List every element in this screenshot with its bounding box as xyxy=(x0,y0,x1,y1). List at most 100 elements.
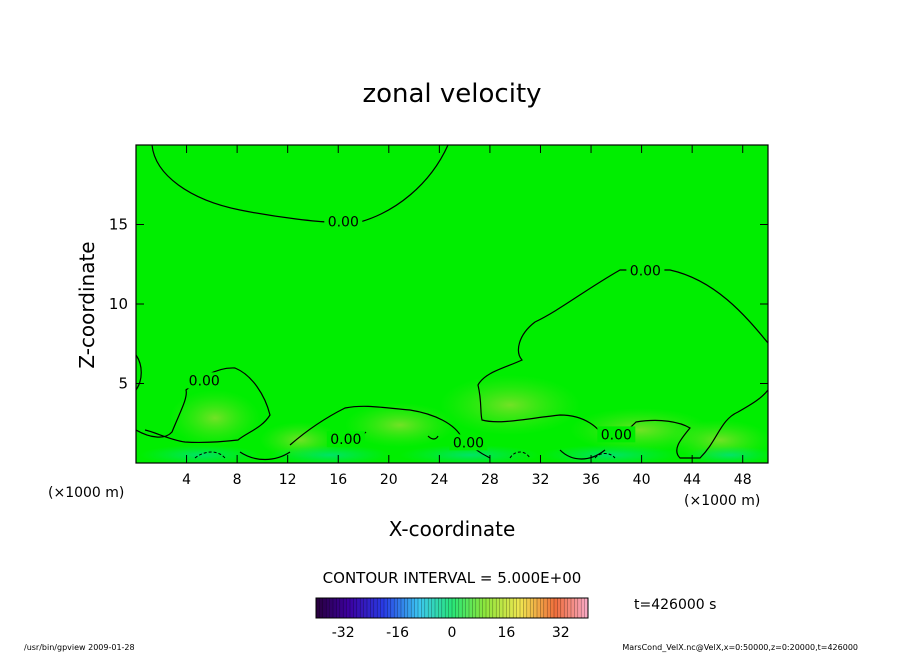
colorbar-tick-label: -16 xyxy=(386,625,409,641)
colorbar-cell xyxy=(581,598,585,618)
colorbar-cell xyxy=(448,598,453,618)
colorbar-cell xyxy=(533,598,538,618)
colorbar-cell xyxy=(333,598,337,618)
colorbar-cell xyxy=(486,598,490,618)
y-axis-label: Z-coordinate xyxy=(75,241,99,368)
x-tick-label: 28 xyxy=(481,472,499,488)
colorbar-cell xyxy=(350,598,354,618)
contour-labels: 0.00 0.00 0.00 0.00 0.00 0.00 xyxy=(185,213,665,451)
colorbar-cell xyxy=(394,598,398,618)
colorbar-cell xyxy=(503,598,507,618)
chart-title: zonal velocity xyxy=(362,79,541,109)
y-tick-label: 15 xyxy=(109,216,128,234)
colorbar-cell xyxy=(482,598,487,618)
colorbar-cell xyxy=(411,598,415,618)
colorbar-cell xyxy=(322,598,327,618)
colorbar-cell xyxy=(438,598,443,618)
contour-line-small-2 xyxy=(239,451,291,461)
colorbar-cell xyxy=(387,598,392,618)
contour-label: 0.00 xyxy=(453,435,484,451)
colorbar-cell xyxy=(516,598,521,618)
colorbar-cell xyxy=(421,598,426,618)
colorbar-cell xyxy=(373,598,378,618)
plot-area: 0.000.000.000.00 0.00 0.00 4 8 12 16 20 24 28 32 3… xyxy=(109,144,769,488)
contour-label-bg xyxy=(185,372,224,389)
colorbar-ticks: -32 -16 0 16 32 xyxy=(332,625,570,641)
colorbar-cell xyxy=(428,598,432,618)
contour-label-bg xyxy=(324,213,363,230)
colorbar-cell xyxy=(469,598,473,618)
colorbar-cell xyxy=(479,598,483,618)
contour-line-small-3 xyxy=(559,449,606,460)
colorbar-cell xyxy=(584,598,589,618)
colorbar-cell xyxy=(472,598,477,618)
contour-label-bg xyxy=(597,426,636,443)
colorbar-cell xyxy=(547,598,551,618)
time-label: t=426000 s xyxy=(634,597,716,613)
colorbar-cell xyxy=(380,598,385,618)
colorbar-cell xyxy=(567,598,572,618)
colorbar-cell xyxy=(577,598,582,618)
contour-line-top xyxy=(151,145,449,223)
contour-label: 0.00 xyxy=(189,373,220,389)
colorbar-cell xyxy=(506,598,511,618)
colorbar-tick-label: 32 xyxy=(552,625,570,641)
y-tick-label: 5 xyxy=(118,375,128,393)
colorbar-cell xyxy=(367,598,371,618)
colorbar-cell xyxy=(523,598,528,618)
contour-label: 0.00 xyxy=(328,214,359,230)
colorbar-cell xyxy=(390,598,395,618)
x-axis-label: X-coordinate xyxy=(389,517,516,541)
footer-right: MarsCond_VelX.nc@VelX,x=0:50000,z=0:2000… xyxy=(622,643,858,652)
colorbar-cell xyxy=(509,598,514,618)
colorbar-cell xyxy=(445,598,449,618)
colorbar-cell xyxy=(363,598,368,618)
contour-line-lowleft xyxy=(136,367,271,443)
colorbar-cell xyxy=(550,598,555,618)
colorbar-cell xyxy=(465,598,470,618)
colorbar-cell xyxy=(530,598,534,618)
x-tick-label: 32 xyxy=(532,472,550,488)
contour-label-bg xyxy=(326,431,365,448)
colorbar-cell xyxy=(326,598,330,618)
colorbar-cell xyxy=(520,598,524,618)
contour-label: 0.00 xyxy=(330,432,361,448)
colorbar-cell xyxy=(475,598,480,618)
colorbar-frame xyxy=(315,597,589,619)
colorbar: -32 -16 0 16 32 xyxy=(315,597,589,641)
colorbar-cell xyxy=(489,598,494,618)
colorbar-cell xyxy=(319,598,324,618)
x-tick-label: 16 xyxy=(329,472,347,488)
colorbar-cell xyxy=(560,598,565,618)
colorbar-cell xyxy=(574,598,579,618)
x-tick-label: 4 xyxy=(182,472,191,488)
colorbar-cell xyxy=(377,598,381,618)
colorbar-cell xyxy=(462,598,466,618)
colorbar-cell xyxy=(356,598,361,618)
colorbar-cell xyxy=(571,598,575,618)
colorbar-cell xyxy=(564,598,568,618)
colorbar-cell xyxy=(557,598,562,618)
colorbar-cell xyxy=(316,598,320,618)
colorbar-cell xyxy=(343,598,347,618)
colorbar-cell xyxy=(441,598,446,618)
contour-label: 0.00 xyxy=(601,427,632,443)
contour-label-bg xyxy=(449,434,488,451)
colorbar-cell xyxy=(554,598,558,618)
x-unit-left: (×1000 m) xyxy=(48,485,124,501)
colorbar-cell xyxy=(452,598,456,618)
x-tick-label: 24 xyxy=(430,472,448,488)
colorbar-cell xyxy=(329,598,334,618)
colorbar-cell xyxy=(336,598,341,618)
x-tick-label: 36 xyxy=(582,472,600,488)
x-tick-label: 20 xyxy=(380,472,398,488)
colorbar-cell xyxy=(407,598,412,618)
colorbar-cell xyxy=(537,598,541,618)
colorbar-cell xyxy=(424,598,429,618)
x-tick-label: 48 xyxy=(734,472,752,488)
colorbar-cell xyxy=(435,598,439,618)
colorbar-cells xyxy=(315,598,589,618)
y-tick-label: 10 xyxy=(109,295,128,313)
colorbar-cell xyxy=(370,598,375,618)
